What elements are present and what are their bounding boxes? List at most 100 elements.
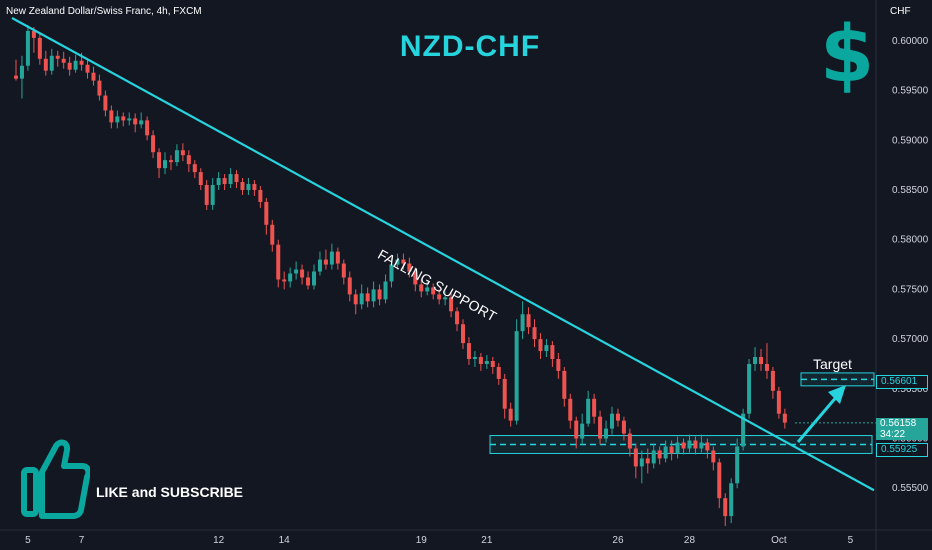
candle-body <box>770 370 775 391</box>
candle-body <box>157 152 162 169</box>
candle-body <box>37 37 42 59</box>
support-price-tag: 0.55925 <box>876 443 928 457</box>
candle-body <box>109 110 114 123</box>
candle-body <box>538 339 543 352</box>
candle-body <box>663 446 668 459</box>
like-subscribe-text: LIKE and SUBSCRIBE <box>96 484 244 500</box>
candle-body <box>264 201 269 225</box>
candle-body <box>139 120 144 125</box>
x-tick-label: Oct <box>771 535 787 546</box>
candle-body <box>484 360 489 364</box>
candle-body <box>580 423 585 439</box>
candle-body <box>31 30 36 38</box>
symbol-header[interactable]: New Zealand Dollar/Swiss Franc, 4h, FXCM <box>6 6 202 17</box>
candle-body <box>127 118 132 121</box>
candle-body <box>461 324 465 344</box>
candle-body <box>234 174 239 183</box>
candle-body <box>514 331 519 421</box>
candle-body <box>437 294 442 300</box>
candle-body <box>85 64 90 73</box>
candle-body <box>377 289 382 300</box>
candle-body <box>67 62 72 70</box>
candle-body <box>711 450 716 463</box>
candle-body <box>341 263 346 278</box>
candle-body <box>335 251 340 264</box>
candle-body <box>133 118 138 125</box>
candle-body <box>556 359 561 371</box>
y-tick-label: 0.60000 <box>892 36 929 47</box>
candle-body <box>568 398 573 421</box>
candle-body <box>383 281 388 300</box>
candle-body <box>586 398 591 424</box>
candle-body <box>174 150 179 163</box>
candle-body <box>657 450 662 459</box>
candle-body <box>55 55 60 59</box>
candle-body <box>735 446 740 484</box>
x-tick-label: 14 <box>279 535 291 546</box>
candle-body <box>478 357 483 364</box>
target-arrow-head <box>828 385 846 404</box>
candle-body <box>747 363 752 414</box>
candle-body <box>574 420 579 439</box>
candle-body <box>240 182 245 190</box>
candle-body <box>675 442 680 454</box>
candle-body <box>705 442 710 451</box>
candle-body <box>276 244 281 280</box>
falling-trendline <box>11 17 875 492</box>
candle-body <box>317 259 322 272</box>
candle-body <box>312 271 316 286</box>
candle-body <box>782 413 787 423</box>
candle-body <box>145 120 150 136</box>
candle-body <box>550 345 555 360</box>
candle-body <box>359 293 364 305</box>
candle-body <box>693 440 698 449</box>
x-tick-label: 19 <box>416 535 428 546</box>
y-tick-label: 0.55500 <box>892 483 929 494</box>
target-arrow-shaft <box>796 394 840 443</box>
candle-body <box>455 311 460 325</box>
x-tick-label: 5 <box>25 535 31 546</box>
currency-label: CHF <box>890 6 911 17</box>
candle-body <box>228 174 233 185</box>
candle-body <box>753 357 758 364</box>
candle-body <box>19 65 24 79</box>
candle-body <box>639 458 644 467</box>
candle-body <box>186 155 191 165</box>
candle-body <box>300 269 305 278</box>
candle-body <box>627 433 632 449</box>
candle-body <box>323 259 328 265</box>
candle-body <box>723 498 728 517</box>
x-tick-label: 26 <box>612 535 624 546</box>
candle-body <box>610 413 614 429</box>
candle-body <box>73 60 78 70</box>
candle-body <box>91 72 96 81</box>
candle-body <box>699 442 704 449</box>
candle-body <box>401 259 406 264</box>
candle-body <box>490 360 495 367</box>
candle-body <box>25 30 30 66</box>
candle-body <box>115 116 120 123</box>
y-tick-label: 0.57000 <box>892 334 929 345</box>
thumbs-up-icon <box>21 439 90 519</box>
x-tick-label: 7 <box>79 535 85 546</box>
candle-body <box>598 416 603 439</box>
candle-body <box>97 80 102 96</box>
y-tick-label: 0.59000 <box>892 135 929 146</box>
candle-body <box>604 428 609 439</box>
y-tick-label: 0.57500 <box>892 284 929 295</box>
candle-body <box>449 297 454 312</box>
candle-body <box>43 58 48 71</box>
candle-body <box>717 462 722 499</box>
candle-body <box>615 413 620 421</box>
x-tick-label: 28 <box>684 535 696 546</box>
candle-body <box>776 390 781 414</box>
candle-body <box>270 224 275 245</box>
candle-body <box>306 277 311 286</box>
candle-body <box>353 294 358 305</box>
candle-body <box>222 178 227 185</box>
candle-body <box>443 297 448 300</box>
candle-body <box>198 172 203 186</box>
candle-body <box>645 458 650 464</box>
candle-body <box>687 440 692 449</box>
